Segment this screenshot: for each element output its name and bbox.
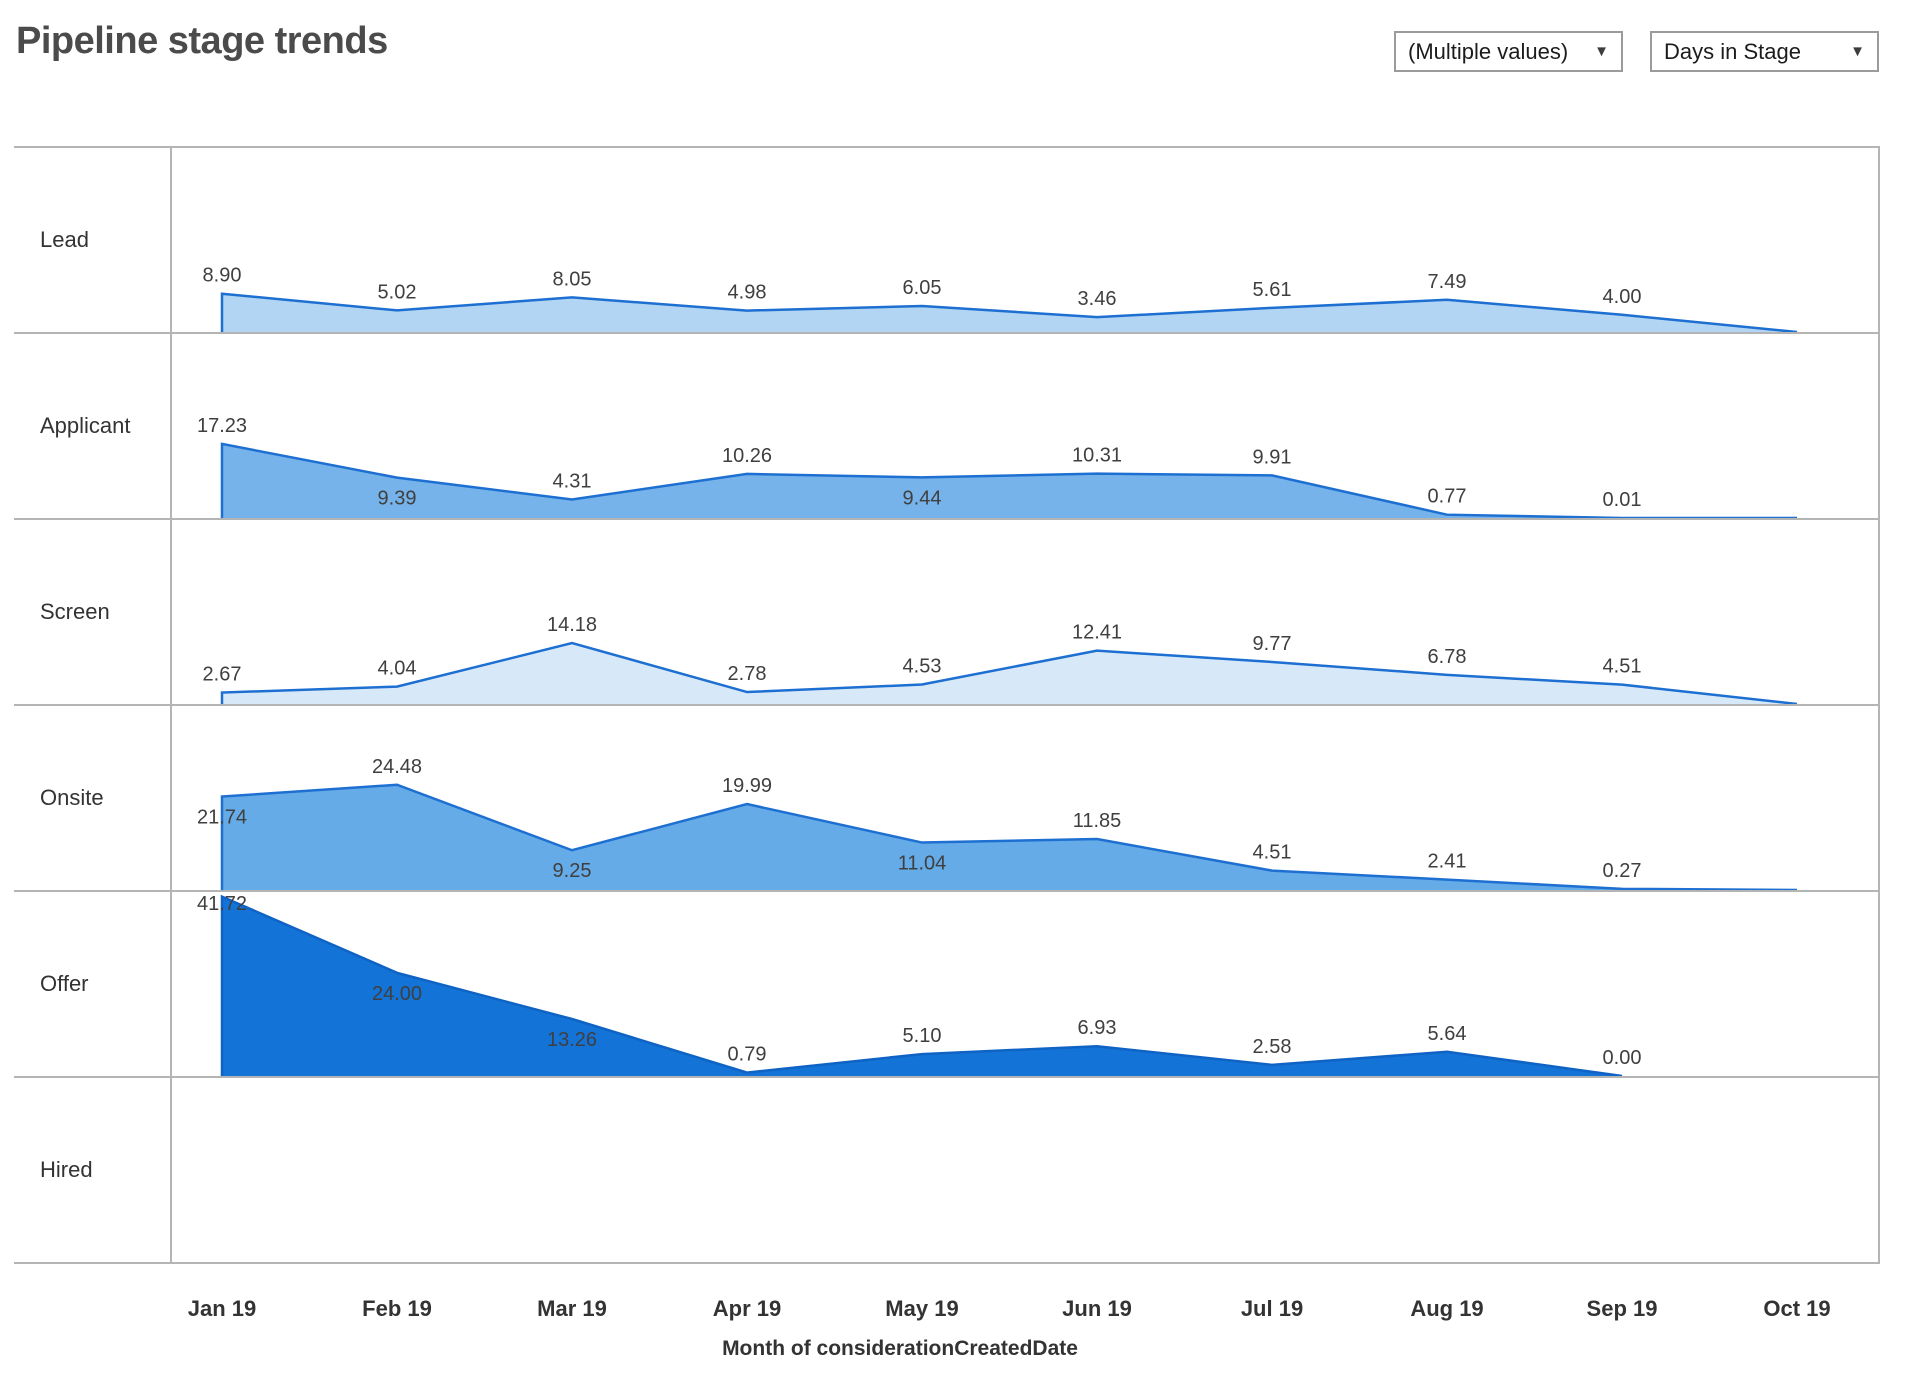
x-tick-label: Apr 19 [712, 1296, 782, 1321]
data-label: 13.26 [547, 1029, 597, 1051]
data-label: 3.46 [1078, 288, 1117, 310]
data-label: 0.27 [1603, 860, 1642, 882]
data-label: 8.90 [203, 265, 242, 287]
data-label: 9.44 [903, 487, 942, 509]
stage-label: Applicant [14, 334, 172, 518]
x-tick-label: Oct 19 [1763, 1296, 1831, 1321]
x-tick-label: Mar 19 [537, 1296, 607, 1321]
data-label: 5.02 [378, 281, 417, 303]
stage-label: Screen [14, 520, 172, 704]
data-label: 4.53 [903, 656, 942, 678]
data-label: 2.78 [728, 663, 767, 685]
data-label: 21.74 [197, 807, 247, 829]
trend-line-lead [220, 292, 1798, 332]
x-tick-label: Jul 19 [1240, 1296, 1304, 1321]
data-label: 4.31 [553, 470, 592, 492]
filter-dropdown-label: Days in Stage [1664, 38, 1801, 64]
stage-label: Hired [14, 1078, 172, 1262]
x-tick-label: Jan 19 [187, 1296, 257, 1321]
stage-row-offer: Offer 41.72 24.00 13.26 0.79 5.10 6.93 2.58 5.64… [14, 892, 1878, 1078]
page-title: Pipeline stage trends [16, 20, 388, 62]
data-label: 2.41 [1428, 851, 1467, 873]
data-label: 14.18 [547, 614, 597, 636]
stage-plot: 8.90 5.02 8.05 4.98 6.05 3.46 5.61 7.49 4.00 [172, 148, 1878, 332]
data-label: 5.61 [1253, 279, 1292, 301]
stage-plot: 41.72 24.00 13.26 0.79 5.10 6.93 2.58 5.64 0.00 [172, 892, 1878, 1076]
data-label: 8.05 [553, 268, 592, 290]
data-label: 4.00 [1603, 286, 1642, 308]
stage-plot: 2.67 4.04 14.18 2.78 4.53 12.41 9.77 6.78 4.51 [172, 520, 1878, 704]
data-label: 17.23 [197, 415, 247, 437]
stage-plot [172, 1078, 1878, 1262]
data-label: 41.72 [197, 893, 247, 915]
stage-row-hired: Hired [14, 1078, 1878, 1264]
stage-row-onsite: Onsite 21.74 24.48 9.25 19.99 11.04 11.85 4.51 2… [14, 706, 1878, 892]
stage-label: Lead [14, 148, 172, 332]
data-label: 9.39 [378, 488, 417, 510]
area-mark-lead[interactable] [222, 293, 1797, 332]
stage-row-screen: Screen 2.67 4.04 14.18 2.78 4.53 12.41 9.77 6.78… [14, 520, 1878, 706]
data-label: 0.77 [1428, 486, 1467, 508]
data-label: 7.49 [1428, 271, 1467, 293]
chevron-down-icon: ▼ [1594, 43, 1609, 60]
stage-plot: 17.23 9.39 4.31 10.26 9.44 10.31 9.91 0.77 0.01 [172, 334, 1878, 518]
data-label: 9.25 [553, 860, 592, 882]
stage-plot: 21.74 24.48 9.25 19.99 11.04 11.85 4.51 2.41 0.2… [172, 706, 1878, 890]
data-label: 10.31 [1072, 445, 1122, 467]
data-label: 9.91 [1253, 446, 1292, 468]
area-mark-applicant[interactable] [222, 443, 1797, 518]
data-label: 10.26 [722, 445, 772, 467]
trend-line-screen [220, 641, 1798, 704]
data-label: 0.79 [728, 1044, 767, 1066]
stage-label: Offer [14, 892, 172, 1076]
filter-dropdown-multiple-values[interactable]: (Multiple values) ▼ [1394, 31, 1623, 72]
data-label: 24.48 [372, 756, 422, 778]
x-tick-label: Aug 19 [1410, 1296, 1484, 1321]
data-label: 5.10 [903, 1025, 942, 1047]
x-tick-label: Sep 19 [1586, 1296, 1658, 1321]
data-label: 11.85 [1073, 810, 1122, 832]
data-label: 6.78 [1428, 646, 1467, 668]
stage-label: Onsite [14, 706, 172, 890]
area-mark-offer[interactable] [222, 896, 1622, 1076]
area-mark-screen[interactable] [222, 643, 1797, 704]
data-label: 0.00 [1603, 1047, 1642, 1069]
filter-dropdown-label: (Multiple values) [1408, 38, 1569, 64]
stage-row-lead: Lead 8.90 5.02 8.05 4.98 6.05 3.46 5.61 7.49 4.00 [14, 148, 1878, 334]
data-label: 4.51 [1253, 842, 1292, 864]
filter-dropdown-measure[interactable]: Days in Stage ▼ [1650, 31, 1879, 72]
data-label: 19.99 [722, 775, 772, 797]
data-label: 4.51 [1603, 656, 1642, 678]
area-mark-onsite[interactable] [222, 784, 1797, 890]
data-label: 24.00 [372, 983, 422, 1005]
data-label: 6.93 [1078, 1017, 1117, 1039]
data-label: 2.58 [1253, 1036, 1292, 1058]
data-label: 4.04 [378, 658, 417, 680]
x-tick-label: May 19 [885, 1296, 959, 1321]
data-label: 12.41 [1072, 622, 1122, 644]
chevron-down-icon: ▼ [1850, 43, 1865, 60]
pipeline-stage-trends-chart: Lead 8.90 5.02 8.05 4.98 6.05 3.46 5.61 7.49 4.00… [14, 146, 1880, 1264]
x-axis-title: Month of considerationCreatedDate [722, 1337, 1078, 1360]
trend-line-onsite [220, 783, 1798, 890]
data-label: 6.05 [903, 277, 942, 299]
stage-row-applicant: Applicant 17.23 9.39 4.31 10.26 9.44 10.31 9.91… [14, 334, 1878, 520]
data-label: 5.64 [1428, 1023, 1467, 1045]
x-tick-label: Feb 19 [362, 1296, 432, 1321]
data-label: 2.67 [203, 664, 242, 686]
trend-line-applicant [220, 442, 1798, 518]
x-tick-label: Jun 19 [1062, 1296, 1132, 1321]
data-label: 4.98 [728, 282, 767, 304]
data-label: 11.04 [898, 853, 947, 875]
data-label: 9.77 [1253, 633, 1292, 655]
trend-line-offer [220, 894, 1623, 1076]
data-label: 0.01 [1603, 489, 1642, 511]
